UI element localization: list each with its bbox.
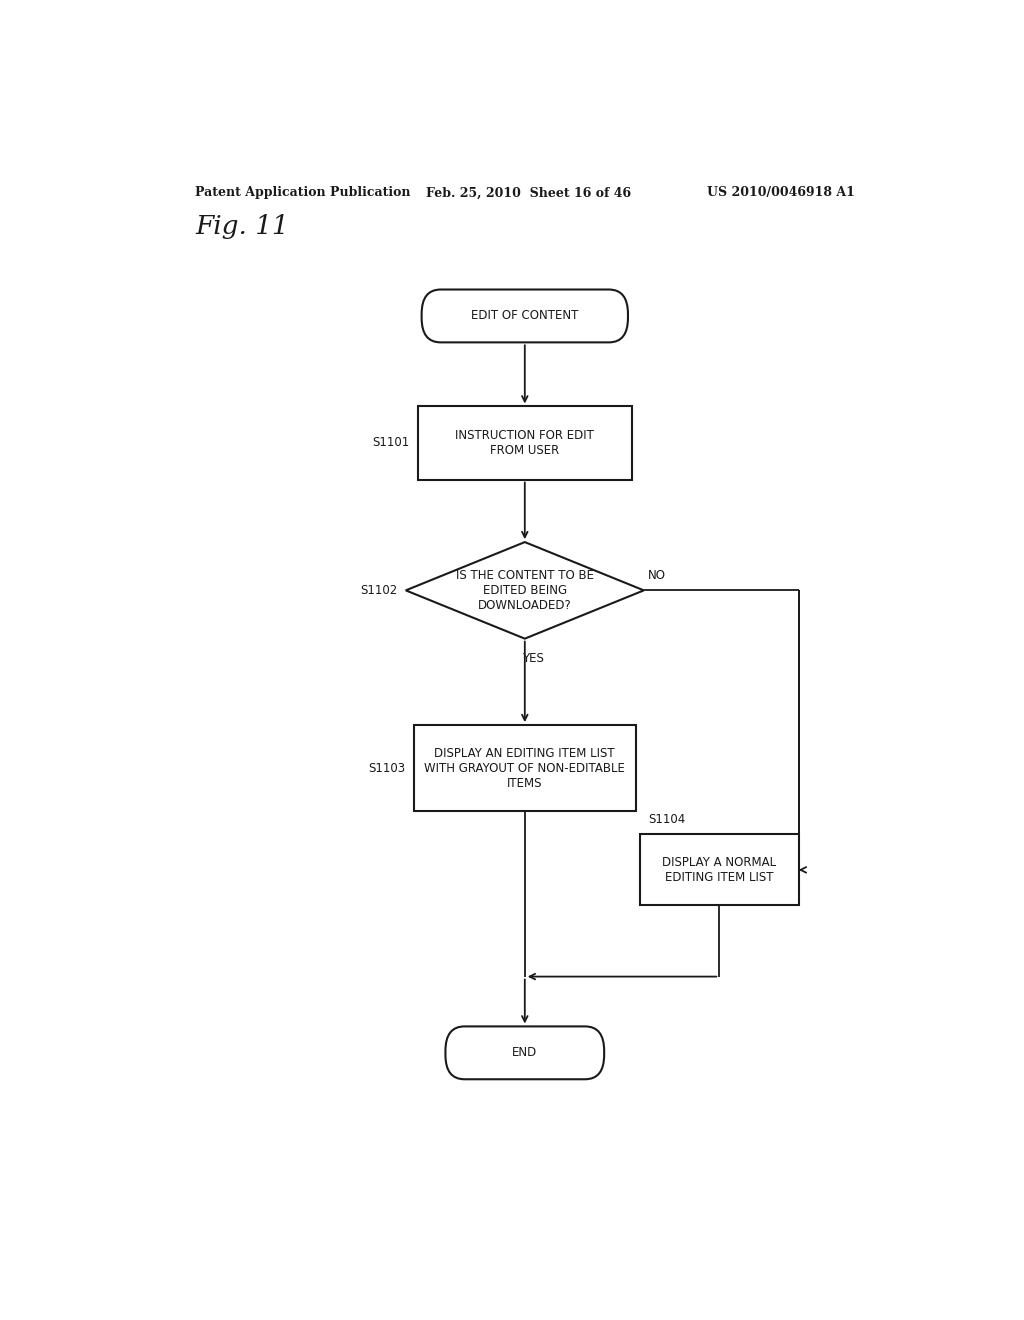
- Text: YES: YES: [522, 652, 544, 665]
- Text: Fig. 11: Fig. 11: [196, 214, 289, 239]
- Text: NO: NO: [648, 569, 666, 582]
- Text: US 2010/0046918 A1: US 2010/0046918 A1: [708, 186, 855, 199]
- Bar: [640, 834, 799, 906]
- Text: END: END: [512, 1047, 538, 1060]
- Text: Feb. 25, 2010  Sheet 16 of 46: Feb. 25, 2010 Sheet 16 of 46: [426, 186, 631, 199]
- Text: S1104: S1104: [648, 813, 685, 825]
- Text: S1102: S1102: [360, 583, 397, 597]
- Text: DISPLAY AN EDITING ITEM LIST
WITH GRAYOUT OF NON-EDITABLE
ITEMS: DISPLAY AN EDITING ITEM LIST WITH GRAYOU…: [424, 747, 626, 789]
- Text: Patent Application Publication: Patent Application Publication: [196, 186, 411, 199]
- Text: DISPLAY A NORMAL
EDITING ITEM LIST: DISPLAY A NORMAL EDITING ITEM LIST: [663, 855, 776, 884]
- Text: EDIT OF CONTENT: EDIT OF CONTENT: [471, 309, 579, 322]
- FancyBboxPatch shape: [422, 289, 628, 342]
- Bar: [414, 725, 636, 812]
- Text: S1101: S1101: [373, 437, 410, 450]
- FancyBboxPatch shape: [445, 1027, 604, 1080]
- Text: S1103: S1103: [369, 762, 406, 775]
- Polygon shape: [406, 543, 644, 639]
- Bar: [418, 407, 632, 479]
- Text: IS THE CONTENT TO BE
EDITED BEING
DOWNLOADED?: IS THE CONTENT TO BE EDITED BEING DOWNLO…: [456, 569, 594, 612]
- Text: INSTRUCTION FOR EDIT
FROM USER: INSTRUCTION FOR EDIT FROM USER: [456, 429, 594, 457]
